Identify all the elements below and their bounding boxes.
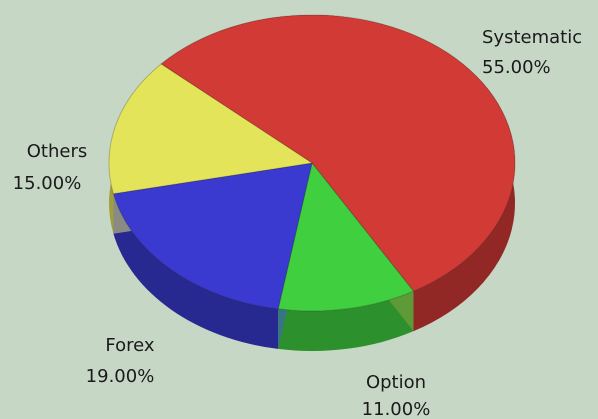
slice-side [113,193,279,349]
slice-value-label: 11.00% [362,399,431,419]
slice [112,162,313,310]
slice-label: Others [27,141,88,162]
slice-label: Systematic [482,27,582,48]
slice-side-shade [113,193,279,349]
slice-value-label: 19.00% [86,366,155,387]
slice-label: Forex [105,335,154,356]
slice-value-label: 55.00% [482,57,551,78]
slice [160,14,516,292]
slice [108,63,314,195]
slice [277,161,415,312]
slice-side [278,291,414,351]
slice-label: Option [366,372,426,393]
slice-value-label: 15.00% [13,173,82,194]
slice-side-shade [278,291,414,351]
